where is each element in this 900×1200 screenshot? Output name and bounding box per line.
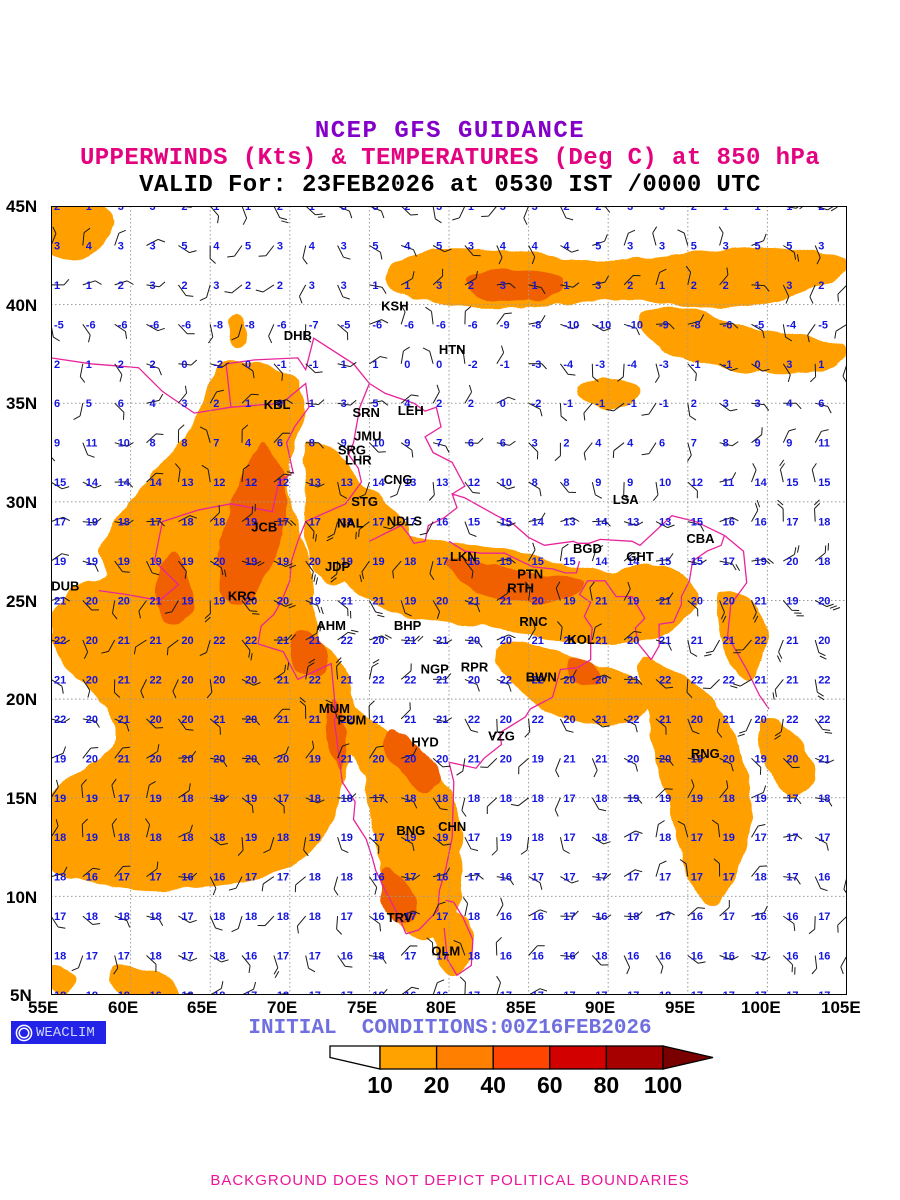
svg-text:10: 10: [367, 1072, 393, 1098]
svg-text:80: 80: [594, 1072, 620, 1098]
svg-text:100: 100: [644, 1072, 682, 1098]
svg-text:40: 40: [480, 1072, 506, 1098]
svg-text:20: 20: [424, 1072, 450, 1098]
svg-text:60: 60: [537, 1072, 563, 1098]
